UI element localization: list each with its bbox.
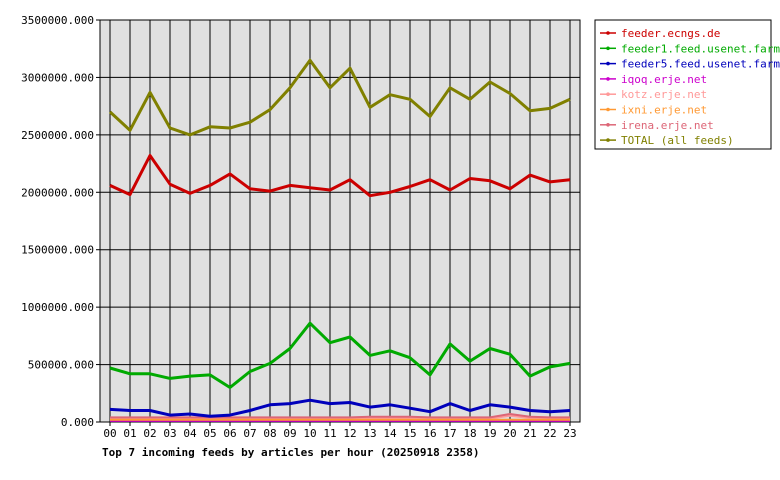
x-tick-label: 02 bbox=[143, 427, 156, 440]
y-tick-label: 0.000 bbox=[61, 416, 94, 429]
y-tick-label: 1000000.000 bbox=[21, 301, 94, 314]
x-tick-label: 20 bbox=[503, 427, 516, 440]
series-line-feeder-ecngs-de bbox=[109, 154, 571, 198]
x-tick-label: 05 bbox=[203, 427, 216, 440]
series bbox=[108, 58, 571, 422]
legend-label: feeder.ecngs.de bbox=[621, 27, 720, 40]
chart-title: Top 7 incoming feeds by articles per hou… bbox=[102, 446, 480, 459]
x-tick-label: 17 bbox=[443, 427, 456, 440]
x-tick-label: 11 bbox=[323, 427, 336, 440]
legend-marker bbox=[606, 92, 610, 96]
y-tick-label: 3000000.000 bbox=[21, 71, 94, 84]
x-tick-label: 03 bbox=[163, 427, 176, 440]
x-tick-label: 01 bbox=[123, 427, 136, 440]
x-tick-label: 13 bbox=[363, 427, 376, 440]
x-tick-label: 07 bbox=[243, 427, 256, 440]
x-tick-label: 19 bbox=[483, 427, 496, 440]
x-tick-label: 09 bbox=[283, 427, 296, 440]
legend-marker bbox=[606, 31, 610, 35]
y-tick-label: 500000.000 bbox=[28, 359, 94, 372]
x-tick-label: 00 bbox=[103, 427, 116, 440]
x-tick-label: 22 bbox=[543, 427, 556, 440]
plot-background bbox=[100, 20, 580, 422]
x-tick-label: 15 bbox=[403, 427, 416, 440]
legend-label: iqoq.erje.net bbox=[621, 73, 707, 86]
x-tick-label: 08 bbox=[263, 427, 276, 440]
series-line-kotz-erje-net bbox=[110, 414, 570, 420]
legend-box bbox=[594, 19, 772, 150]
legend-label: kotz.erje.net bbox=[621, 88, 707, 101]
x-tick-label: 16 bbox=[423, 427, 436, 440]
x-axis: 00 01 02 03 04 05 06 07 08 09 10 11 12 13 14 15 16 17 18 19… bbox=[103, 422, 577, 440]
x-tick-label: 12 bbox=[343, 427, 356, 440]
y-tick-label: 2500000.000 bbox=[21, 129, 94, 142]
series-line-feeder5-feed-usenet-farm bbox=[109, 398, 571, 418]
plot-frame bbox=[99, 19, 581, 423]
y-tick-label: 1500000.000 bbox=[21, 244, 94, 257]
legend-label: ixni.erje.net bbox=[621, 104, 707, 117]
legend-marker bbox=[606, 107, 610, 112]
y-tick-label: 3500000.000 bbox=[21, 14, 94, 27]
legend-label: feeder1.feed.usenet.farm bbox=[621, 42, 780, 55]
legend-marker bbox=[606, 138, 610, 142]
legend-marker bbox=[606, 123, 610, 127]
x-tick-label: 23 bbox=[563, 427, 576, 440]
legend-label: irena.erje.net bbox=[621, 119, 714, 132]
y-tick-label: 2000000.000 bbox=[21, 186, 94, 199]
series-line-feeder1-feed-usenet-farm bbox=[109, 321, 571, 389]
series-line-irena-erje-net bbox=[110, 413, 570, 419]
x-tick-label: 14 bbox=[383, 427, 397, 440]
legend-marker bbox=[606, 46, 610, 51]
legend-marker bbox=[606, 61, 610, 66]
y-axis: 0.000 500000.000 1000000.000 1500000.000 200… bbox=[21, 14, 100, 429]
x-tick-label: 21 bbox=[523, 427, 536, 440]
x-tick-label: 04 bbox=[183, 427, 197, 440]
legend-label: TOTAL (all feeds) bbox=[621, 134, 734, 147]
x-tick-label: 18 bbox=[463, 427, 476, 440]
legend-marker bbox=[606, 77, 610, 81]
series-line-total-all-feeds- bbox=[108, 58, 571, 137]
x-tick-label: 10 bbox=[303, 427, 316, 440]
x-tick-label: 06 bbox=[223, 427, 236, 440]
legend-label: feeder5.feed.usenet.farm bbox=[621, 58, 780, 71]
legend: feeder.ecngs.de feeder1.feed.usenet.farm f… bbox=[594, 19, 780, 150]
